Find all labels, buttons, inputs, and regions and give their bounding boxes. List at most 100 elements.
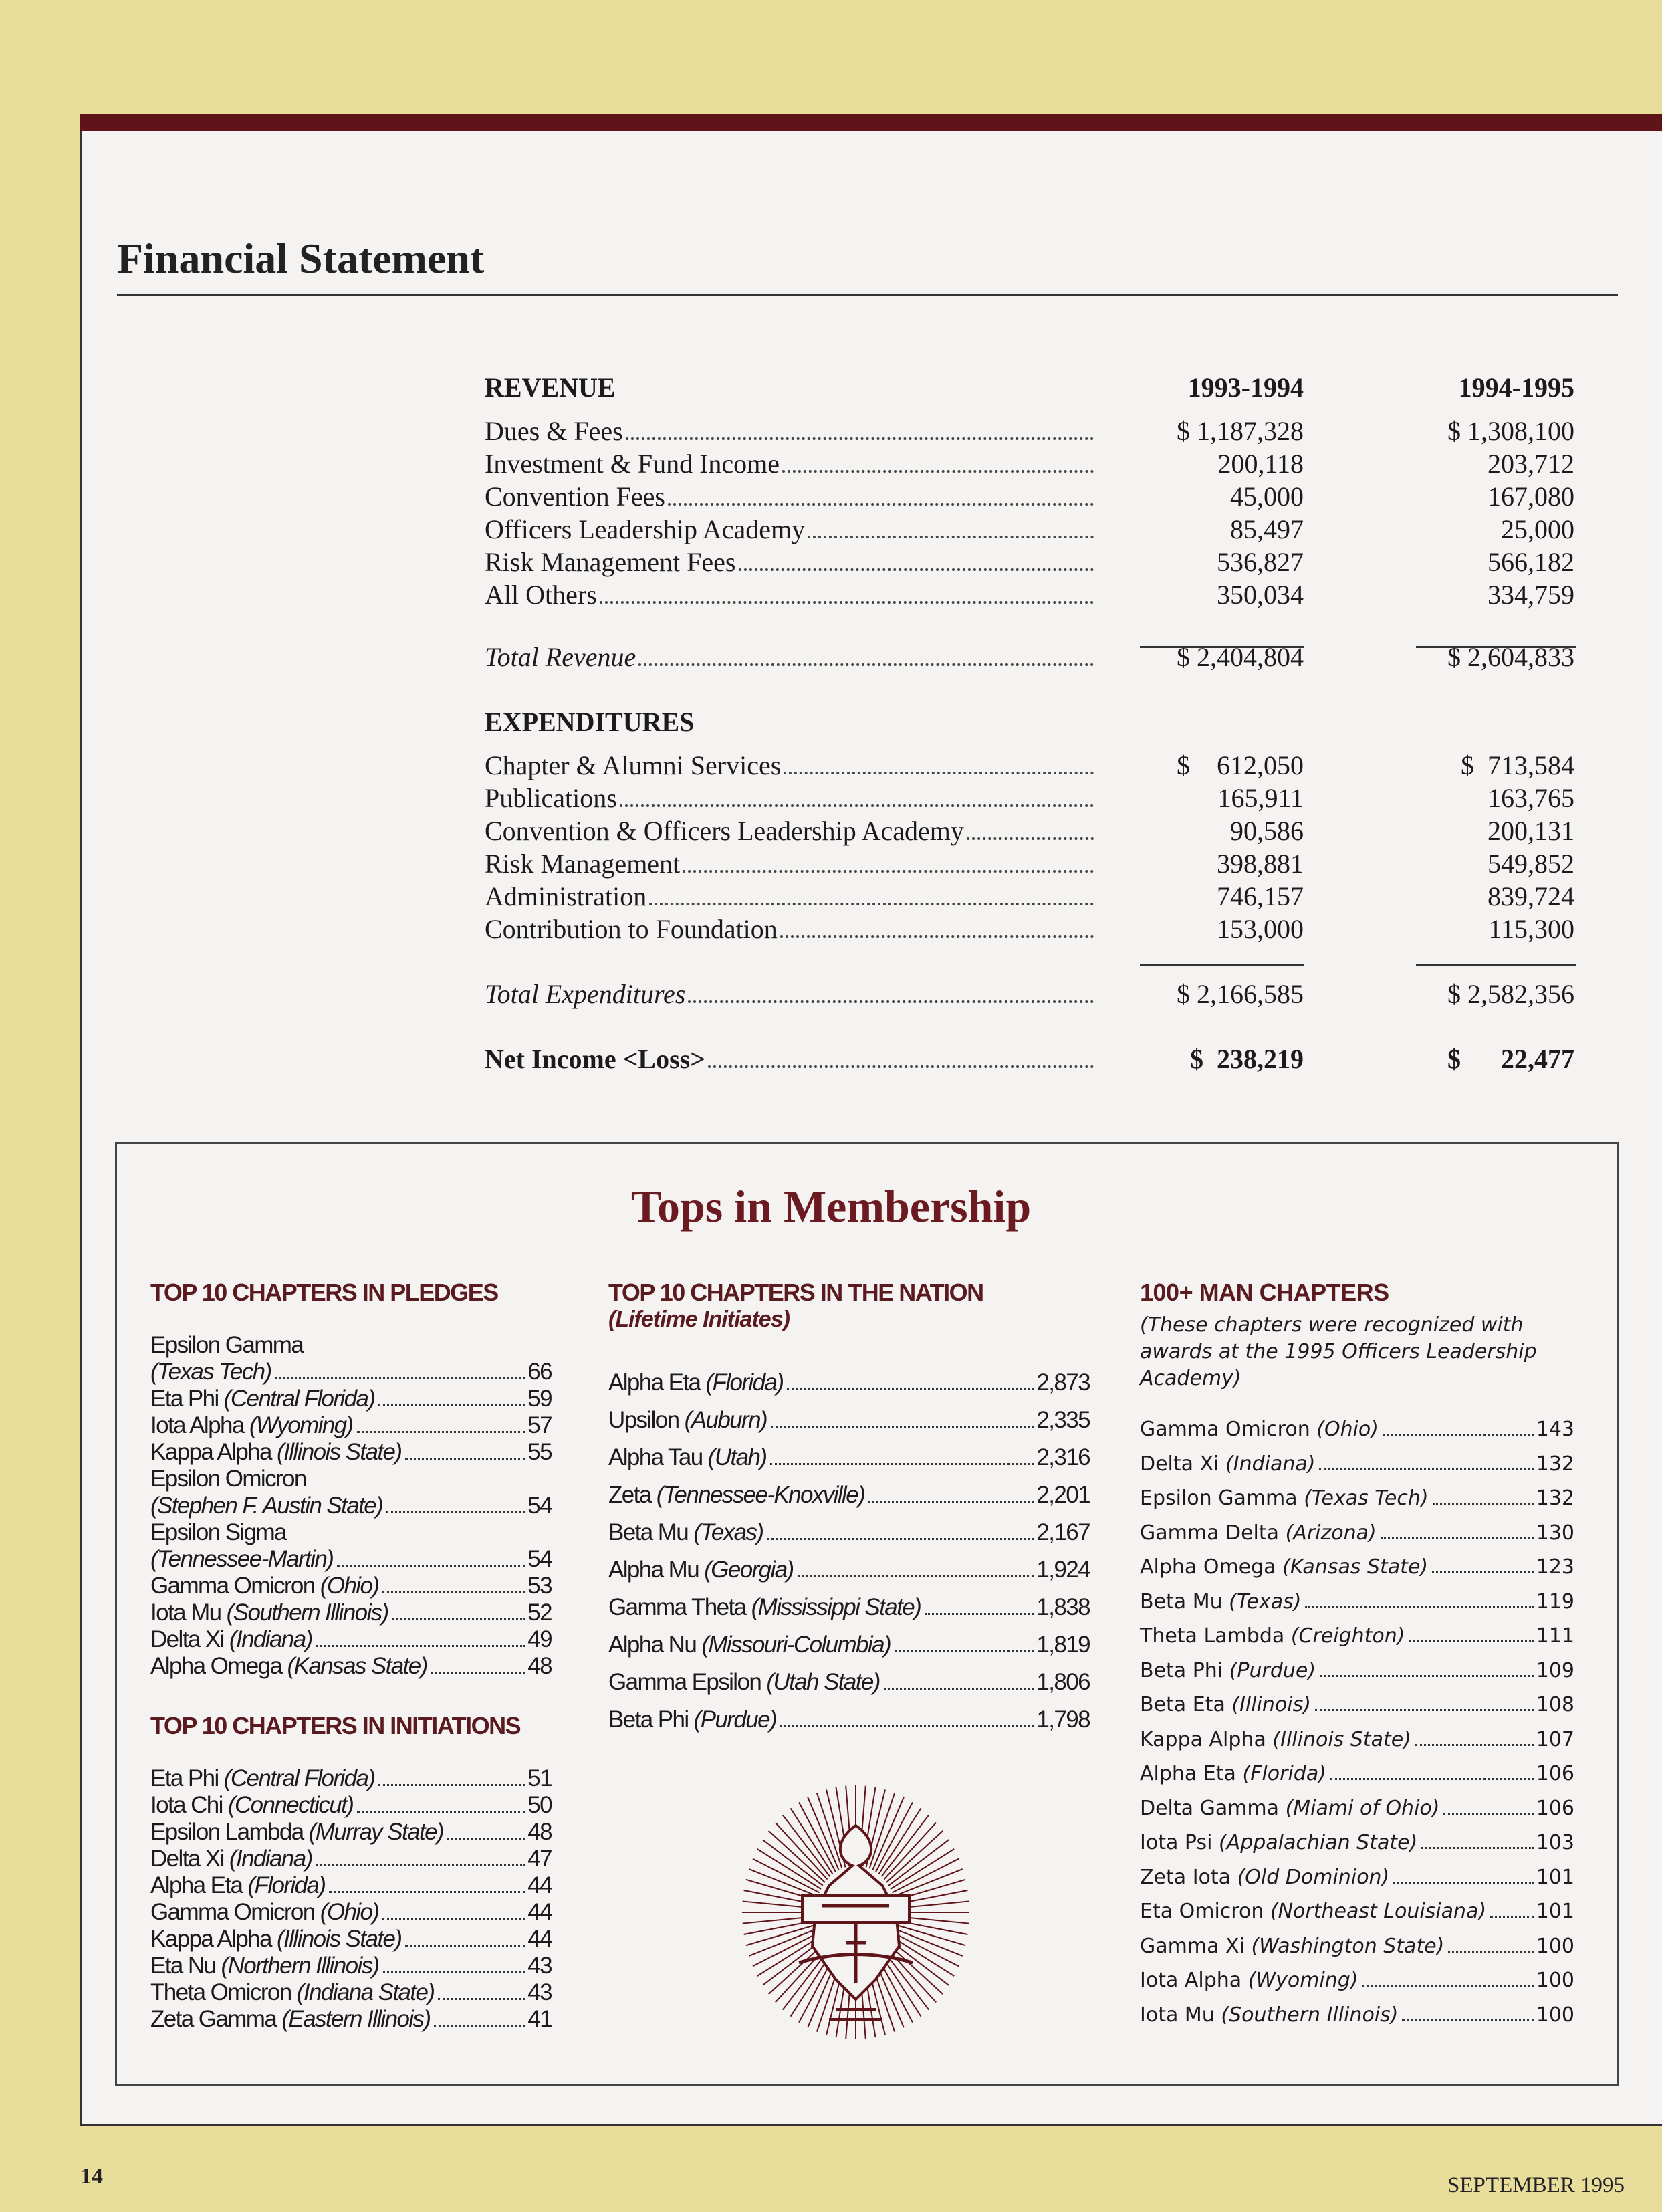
row-label: Dues & Fees	[485, 415, 1095, 447]
crest-ray	[745, 1924, 818, 1947]
expenditure-row: Convention & Officers Leadership Academy…	[485, 814, 1574, 847]
chapter-count: 66	[527, 1359, 552, 1385]
issue-date: SEPTEMBER 1995	[1447, 2173, 1625, 2197]
list-item: Epsilon Gamma (Texas Tech) 132	[1140, 1486, 1574, 1521]
dot-leader	[782, 470, 1094, 473]
chapter-school: (Northern Illinois)	[221, 1953, 380, 1979]
row-label-text: Convention Fees	[485, 481, 665, 512]
dot-leader	[708, 1065, 1094, 1068]
list-item: Iota Psi (Appalachian State) 103	[1140, 1831, 1574, 1866]
row-label-text: Risk Management	[485, 849, 681, 879]
chapter-count: 1,806	[1036, 1669, 1090, 1695]
chapter-school: (Illinois State)	[277, 1926, 402, 1952]
expenditures-header-row: EXPENDITURES	[485, 705, 1574, 738]
membership-title: Tops in Membership	[630, 1181, 1032, 1232]
row-label-text: Officers Leadership Academy	[485, 514, 806, 544]
dot-leader	[392, 1618, 526, 1620]
list-item: Delta Xi (Indiana) 49	[150, 1626, 553, 1653]
chapter-name: Iota Chi	[150, 1792, 223, 1818]
crest-ray	[891, 1931, 959, 1967]
chapter-count: 100	[1536, 1969, 1574, 1992]
chapter-school: (Texas)	[693, 1519, 764, 1545]
row-label-text: Risk Management Fees	[485, 547, 736, 577]
content-panel	[80, 131, 1662, 2126]
fraternity-crest-icon	[742, 1785, 969, 2039]
row-label-text: Contribution to Foundation	[485, 914, 778, 944]
chapter-name: Epsilon Lambda	[150, 1819, 304, 1845]
dot-leader	[638, 663, 1094, 666]
chapter-count: 119	[1536, 1589, 1574, 1614]
chapter-school: (Southern Illinois)	[226, 1599, 390, 1626]
dot-leader	[625, 437, 1094, 440]
list-item: Delta Xi (Indiana) 47	[150, 1846, 553, 1872]
list-item: Alpha Mu (Georgia) 1,924	[608, 1557, 1091, 1594]
chapter-count: 47	[527, 1846, 552, 1872]
dot-leader	[649, 903, 1094, 905]
chapter-name: Gamma Omicron	[150, 1899, 316, 1925]
chapter-school: (Ohio)	[320, 1573, 380, 1599]
membership-box	[115, 1142, 1619, 2086]
value-1993-1994: 45,000	[1230, 481, 1304, 512]
list-item: Kappa Alpha (Illinois State) 107	[1140, 1728, 1574, 1763]
total-revenue-row: Total Revenue $ 2,404,804 $ 2,604,833	[485, 641, 1574, 673]
chapter-count: 2,316	[1036, 1444, 1090, 1470]
row-label: Investment & Fund Income	[485, 448, 1095, 479]
row-label: Convention Fees	[485, 481, 1095, 512]
dot-leader	[316, 1864, 526, 1866]
list-item: Gamma Epsilon (Utah State) 1,806	[608, 1669, 1091, 1706]
chapter-name: Iota Alpha	[150, 1412, 245, 1438]
page-number: 14	[80, 2164, 103, 2189]
chapter-school: (Florida)	[1242, 1762, 1326, 1785]
dot-leader	[780, 935, 1094, 938]
dot-leader	[738, 568, 1094, 571]
initiations-column: TOP 10 CHAPTERS IN INITIATIONS Eta Phi (…	[150, 1712, 553, 2033]
list-item: Eta Nu (Northern Illinois) 43	[150, 1953, 553, 1979]
chapter-name: Delta Xi	[150, 1846, 225, 1872]
chapter-name: Zeta	[608, 1482, 652, 1508]
expenditure-row: Chapter & Alumni Services $ 612,050 $ 713,…	[485, 749, 1574, 782]
value-1994-1995: 167,080	[1488, 481, 1574, 512]
list-item: Theta Lambda (Creighton) 111	[1140, 1624, 1574, 1659]
crest-ray	[752, 1931, 820, 1967]
value-1994-1995: $ 713,584	[1461, 750, 1574, 780]
revenue-row: Investment & Fund Income 200,118 203,712	[485, 447, 1574, 480]
spacer	[485, 1010, 1574, 1042]
dot-leader	[1402, 2019, 1534, 2021]
list-item: Alpha Nu (Missouri-Columbia) 1,819	[608, 1632, 1091, 1669]
chapter-count: 48	[527, 1653, 552, 1679]
year-header: 1993-1994	[1187, 372, 1304, 403]
chapter-name: Gamma Theta	[608, 1594, 747, 1620]
list-item: Alpha Eta (Florida) 2,873	[608, 1369, 1091, 1407]
chapter-name: Gamma Epsilon	[608, 1669, 762, 1695]
chapter-school: (Indiana)	[1225, 1452, 1316, 1476]
dot-leader	[329, 1891, 526, 1893]
chapter-name: Beta Mu	[1140, 1589, 1223, 1614]
dot-leader	[1393, 1881, 1534, 1884]
chapter-school: (Georgia)	[704, 1557, 794, 1583]
chapter-name: Iota Alpha	[1140, 1969, 1242, 1992]
crest-ray	[748, 1868, 818, 1897]
chapter-name: Beta Phi	[608, 1706, 689, 1733]
dot-leader	[337, 1565, 526, 1567]
value-1994-1995: $ 22,477	[1447, 1044, 1574, 1074]
chapter-name: Epsilon Gamma	[150, 1332, 304, 1358]
chapter-name: Iota Psi	[1140, 1831, 1213, 1854]
dot-leader	[797, 1575, 1035, 1577]
chapter-school: (Kansas State)	[1282, 1555, 1429, 1579]
dot-leader	[1330, 1778, 1534, 1780]
value-1993-1994: 200,118	[1217, 449, 1304, 479]
dot-leader	[1362, 1985, 1534, 1987]
page-title: Financial Statement	[117, 235, 485, 282]
dot-leader	[1383, 1434, 1534, 1436]
list-item: Delta Gamma (Miami of Ohio) 106	[1140, 1797, 1574, 1832]
dot-leader	[787, 1388, 1035, 1390]
chapter-count: 111	[1536, 1624, 1574, 1648]
chapter-school: (Northeast Louisiana)	[1270, 1900, 1487, 1923]
chapter-count: 2,873	[1036, 1369, 1090, 1396]
chapter-school: (Texas Tech)	[1304, 1486, 1429, 1510]
row-label-text: All Others	[485, 580, 597, 610]
chapter-count: 44	[527, 1872, 552, 1898]
spacer	[485, 611, 1574, 641]
initiations-list: Eta Phi (Central Florida) 51 Iota Chi (Con…	[150, 1765, 553, 2033]
crest-ray	[893, 1868, 963, 1897]
